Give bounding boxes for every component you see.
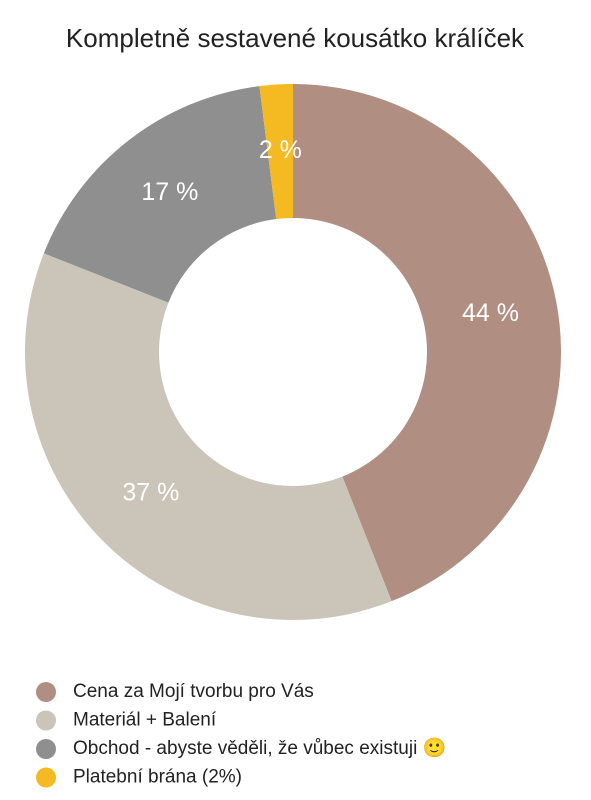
slice xyxy=(293,83,562,602)
legend-label: Platební brána (2%) xyxy=(73,767,242,788)
slice xyxy=(259,84,293,220)
legend-label: Obchod - abyste věděli, že vůbec existuj… xyxy=(73,737,446,759)
legend-marker xyxy=(36,739,56,759)
slice-label: 17 % xyxy=(141,178,198,206)
slice-label: 2 % xyxy=(259,136,302,164)
slice-label: 37 % xyxy=(122,479,179,507)
slice-label: 44 % xyxy=(462,299,519,327)
legend-marker xyxy=(36,682,56,702)
legend-label: Materiál + Balení xyxy=(73,710,217,731)
legend-label: Cena za Mojí tvorbu pro Vás xyxy=(73,681,314,702)
chart-title: Kompletně sestavené kousátko králíček xyxy=(66,23,525,53)
slice xyxy=(24,253,392,620)
slice xyxy=(43,86,277,303)
legend-marker xyxy=(36,710,56,731)
legend-marker xyxy=(36,767,56,788)
